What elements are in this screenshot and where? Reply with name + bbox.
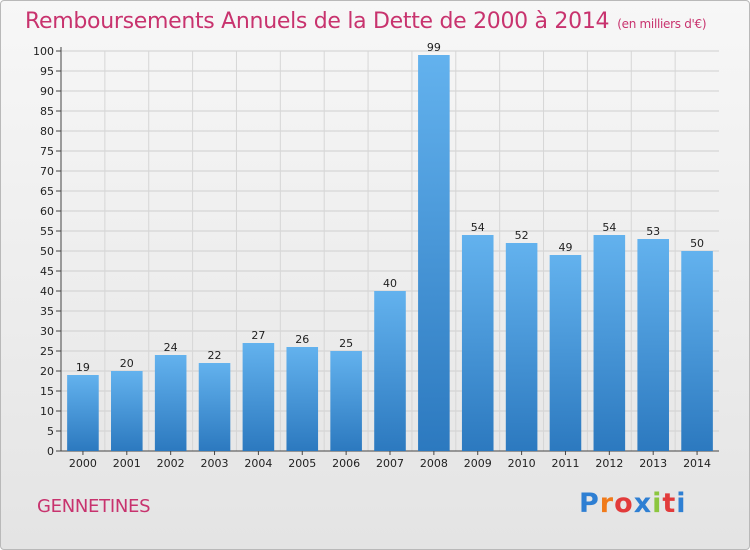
bar [461, 235, 494, 451]
bar [242, 343, 275, 451]
x-tick-label: 2006 [332, 457, 360, 470]
y-tick-label: 45 [40, 265, 54, 278]
logo-letter: r [599, 488, 615, 519]
y-tick-label: 80 [40, 125, 54, 138]
x-tick-label: 2005 [288, 457, 316, 470]
x-tick-label: 2011 [551, 457, 579, 470]
logo-letter: t [662, 488, 677, 519]
chart-title: Remboursements Annuels de la Dette de 20… [25, 9, 707, 34]
y-tick-label: 5 [47, 425, 54, 438]
bar [505, 243, 538, 451]
y-tick-label: 60 [40, 205, 54, 218]
bar [681, 251, 713, 451]
bar [593, 235, 626, 451]
logo-letter: i [652, 488, 663, 519]
y-tick-label: 40 [40, 285, 54, 298]
data-label: 54 [602, 221, 616, 234]
data-label: 19 [76, 361, 90, 374]
logo-letter: x [633, 488, 653, 519]
data-label: 24 [164, 341, 178, 354]
bar [154, 355, 187, 451]
proxiti-logo: Proxiti [579, 488, 687, 519]
x-tick-label: 2003 [201, 457, 229, 470]
data-label: 54 [471, 221, 485, 234]
logo-letter: i [676, 488, 687, 519]
y-tick-label: 30 [40, 325, 54, 338]
commune-name: GENNETINES [37, 496, 151, 517]
data-label: 26 [295, 333, 309, 346]
y-tick-label: 65 [40, 185, 54, 198]
logo-letter: P [579, 488, 600, 519]
y-tick-label: 70 [40, 165, 54, 178]
chart-title-text: Remboursements Annuels de la Dette de 20… [25, 9, 610, 34]
y-tick-label: 95 [40, 65, 54, 78]
bar [198, 363, 231, 451]
bar [330, 351, 362, 451]
bar [67, 375, 99, 451]
chart-subtitle: (en milliers d'€) [617, 17, 707, 31]
bar [637, 239, 669, 451]
y-tick-label: 50 [40, 245, 54, 258]
x-tick-label: 2004 [244, 457, 272, 470]
bar [549, 255, 582, 451]
data-label: 99 [427, 41, 441, 54]
x-tick-label: 2014 [683, 457, 711, 470]
data-label: 27 [251, 329, 265, 342]
y-tick-label: 10 [40, 405, 54, 418]
x-tick-label: 2010 [508, 457, 536, 470]
y-tick-label: 20 [40, 365, 54, 378]
y-tick-label: 15 [40, 385, 54, 398]
x-tick-label: 2001 [113, 457, 141, 470]
x-tick-label: 2013 [639, 457, 667, 470]
x-tick-label: 2008 [420, 457, 448, 470]
data-label: 53 [646, 225, 660, 238]
data-label: 52 [515, 229, 529, 242]
y-tick-label: 0 [47, 445, 54, 458]
x-tick-label: 2009 [464, 457, 492, 470]
y-tick-label: 85 [40, 105, 54, 118]
bar [374, 291, 406, 451]
bar [418, 55, 450, 451]
data-label: 22 [208, 349, 222, 362]
x-tick-label: 2012 [595, 457, 623, 470]
logo-letter: o [614, 488, 634, 519]
data-label: 20 [120, 357, 134, 370]
bar [111, 371, 143, 451]
bars [67, 55, 713, 451]
x-tick-label: 2007 [376, 457, 404, 470]
data-label: 25 [339, 337, 353, 350]
y-tick-label: 55 [40, 225, 54, 238]
data-label: 50 [690, 237, 704, 250]
y-tick-label: 35 [40, 305, 54, 318]
bar [286, 347, 319, 451]
data-label: 40 [383, 277, 397, 290]
x-tick-label: 2002 [157, 457, 185, 470]
data-label: 49 [558, 241, 572, 254]
y-tick-label: 100 [33, 45, 54, 58]
y-tick-label: 90 [40, 85, 54, 98]
x-tick-label: 2000 [69, 457, 97, 470]
y-tick-label: 75 [40, 145, 54, 158]
y-tick-label: 25 [40, 345, 54, 358]
labels: 0 5 10 15 20 25 30 35 40 45 50 55 60 65 70 75 80 85 90 95 10… [33, 41, 711, 470]
